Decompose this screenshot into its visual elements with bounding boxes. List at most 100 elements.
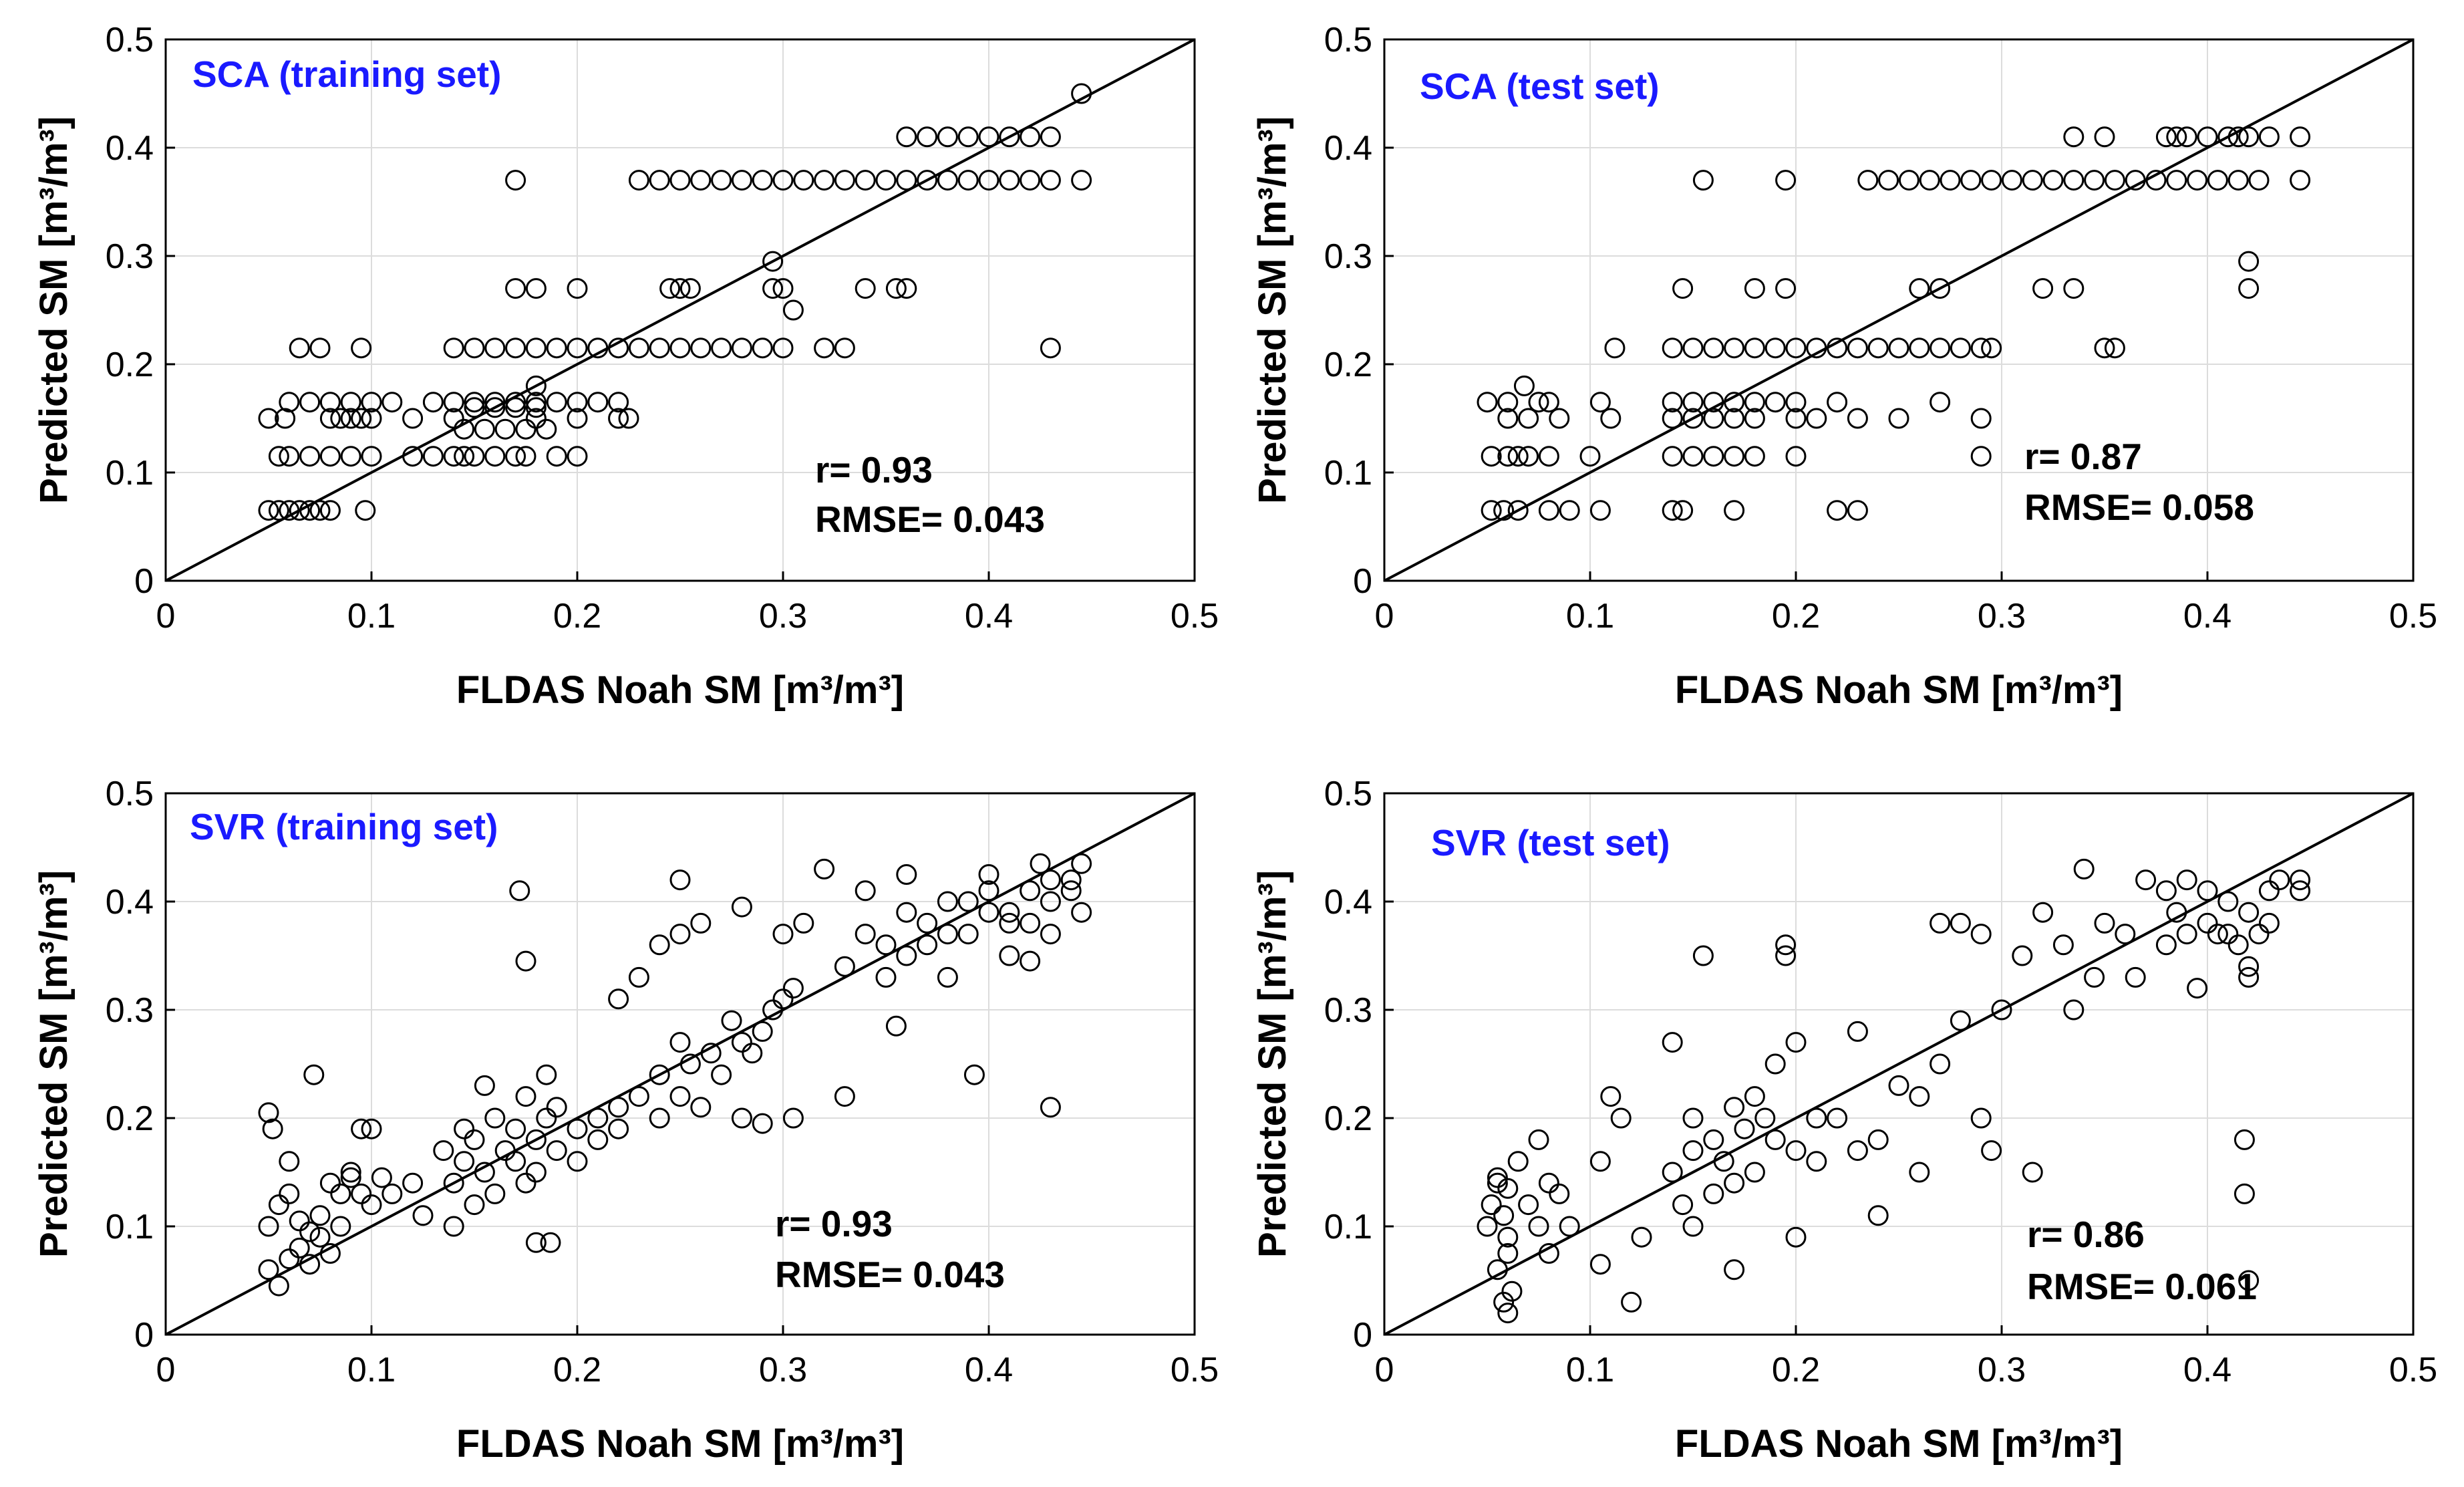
data-point xyxy=(2238,956,2260,977)
r-value: r= 0.86 xyxy=(2027,1214,2145,1255)
data-point xyxy=(917,126,938,148)
y-tick-label: 0 xyxy=(1353,1316,1372,1355)
data-point xyxy=(505,446,526,467)
data-point xyxy=(454,1118,475,1139)
x-tick-label: 0 xyxy=(1375,1351,1394,1389)
data-point xyxy=(1724,1172,1745,1194)
y-tick-label: 0.3 xyxy=(106,237,154,276)
data-point xyxy=(1621,1291,1642,1313)
data-point xyxy=(2258,126,2280,148)
data-point xyxy=(509,880,530,902)
data-point xyxy=(443,1172,464,1194)
data-point xyxy=(1950,912,1971,934)
data-point xyxy=(1950,337,1971,359)
data-point xyxy=(1507,500,1529,521)
data-point xyxy=(289,337,310,359)
data-point xyxy=(1785,1032,1807,1053)
one-to-one-line xyxy=(1384,38,2414,582)
data-point xyxy=(1724,1097,1745,1118)
data-point xyxy=(1867,1205,1889,1226)
data-point xyxy=(2176,869,2197,891)
data-point xyxy=(289,1237,310,1258)
y-tick-label: 0.1 xyxy=(1324,454,1372,493)
data-point xyxy=(505,170,526,191)
data-point xyxy=(505,1118,526,1139)
axes-frame xyxy=(1383,792,2415,1336)
panel-title: SVR (test set) xyxy=(1431,822,1670,863)
data-point xyxy=(299,446,321,467)
data-point xyxy=(1497,408,1519,429)
data-point xyxy=(1662,446,1683,467)
data-point xyxy=(1764,337,1786,359)
data-point xyxy=(464,1129,485,1150)
data-point xyxy=(618,408,639,429)
data-point xyxy=(2052,934,2074,956)
data-point xyxy=(1775,278,1797,299)
data-point xyxy=(1981,1140,2002,1162)
y-tick-label: 0.1 xyxy=(106,454,154,493)
data-point xyxy=(659,278,681,299)
data-point xyxy=(340,1162,361,1183)
data-point xyxy=(2238,278,2260,299)
data-point xyxy=(525,408,547,429)
data-point xyxy=(1528,1216,1549,1237)
data-point xyxy=(279,446,300,467)
one-to-one-line xyxy=(165,38,1195,582)
data-point xyxy=(2084,170,2105,191)
data-point xyxy=(361,408,382,429)
data-point xyxy=(1909,1162,1930,1183)
data-point xyxy=(1589,500,1611,521)
data-point xyxy=(546,337,567,359)
data-point xyxy=(649,1107,670,1129)
data-point xyxy=(1528,392,1549,413)
data-point xyxy=(2238,251,2260,272)
x-tick-label: 0.5 xyxy=(2389,1351,2437,1389)
data-point xyxy=(433,1140,454,1162)
y-tick-label: 0.3 xyxy=(1324,991,1372,1030)
data-point xyxy=(1487,1172,1508,1194)
data-point xyxy=(721,1010,742,1031)
data-point xyxy=(1040,1097,1061,1118)
data-point xyxy=(2012,945,2033,966)
data-point xyxy=(1493,1291,1515,1313)
data-point xyxy=(1682,408,1704,429)
data-point xyxy=(351,1183,372,1204)
data-point xyxy=(937,891,958,912)
data-point xyxy=(772,924,794,945)
data-point xyxy=(1930,278,1951,299)
x-tick-label: 0.1 xyxy=(347,597,396,636)
data-point xyxy=(772,278,794,299)
data-point xyxy=(1909,337,1930,359)
data-point xyxy=(2104,337,2125,359)
y-axis-label: Predicted SM [m³/m³] xyxy=(1251,870,1294,1258)
data-point xyxy=(1930,392,1951,413)
data-point xyxy=(834,337,855,359)
data-point xyxy=(1682,392,1704,413)
x-tick-label: 0.5 xyxy=(2389,597,2437,636)
data-point xyxy=(1682,337,1704,359)
data-point xyxy=(262,1118,283,1139)
rmse-value: RMSE= 0.043 xyxy=(775,1254,1005,1295)
data-point xyxy=(1559,500,1580,521)
data-point xyxy=(1497,1178,1519,1199)
x-tick-label: 0.5 xyxy=(1171,1351,1219,1389)
data-point xyxy=(1744,1086,1765,1107)
data-point xyxy=(1847,1021,1868,1042)
data-point xyxy=(1549,408,1570,429)
data-point xyxy=(1518,446,1539,467)
data-point xyxy=(2248,170,2270,191)
one-to-one-line xyxy=(1384,792,2414,1336)
data-point xyxy=(1930,912,1951,934)
data-point xyxy=(1703,446,1724,467)
data-point xyxy=(937,126,958,148)
data-point xyxy=(1672,278,1694,299)
data-point xyxy=(2258,912,2280,934)
data-point xyxy=(1847,337,1868,359)
data-point xyxy=(402,408,424,429)
data-point xyxy=(772,337,794,359)
data-point xyxy=(628,966,649,988)
data-point xyxy=(1060,869,1082,891)
data-point xyxy=(340,408,361,429)
axes-frame xyxy=(1383,38,2415,582)
data-point xyxy=(2234,1129,2255,1150)
